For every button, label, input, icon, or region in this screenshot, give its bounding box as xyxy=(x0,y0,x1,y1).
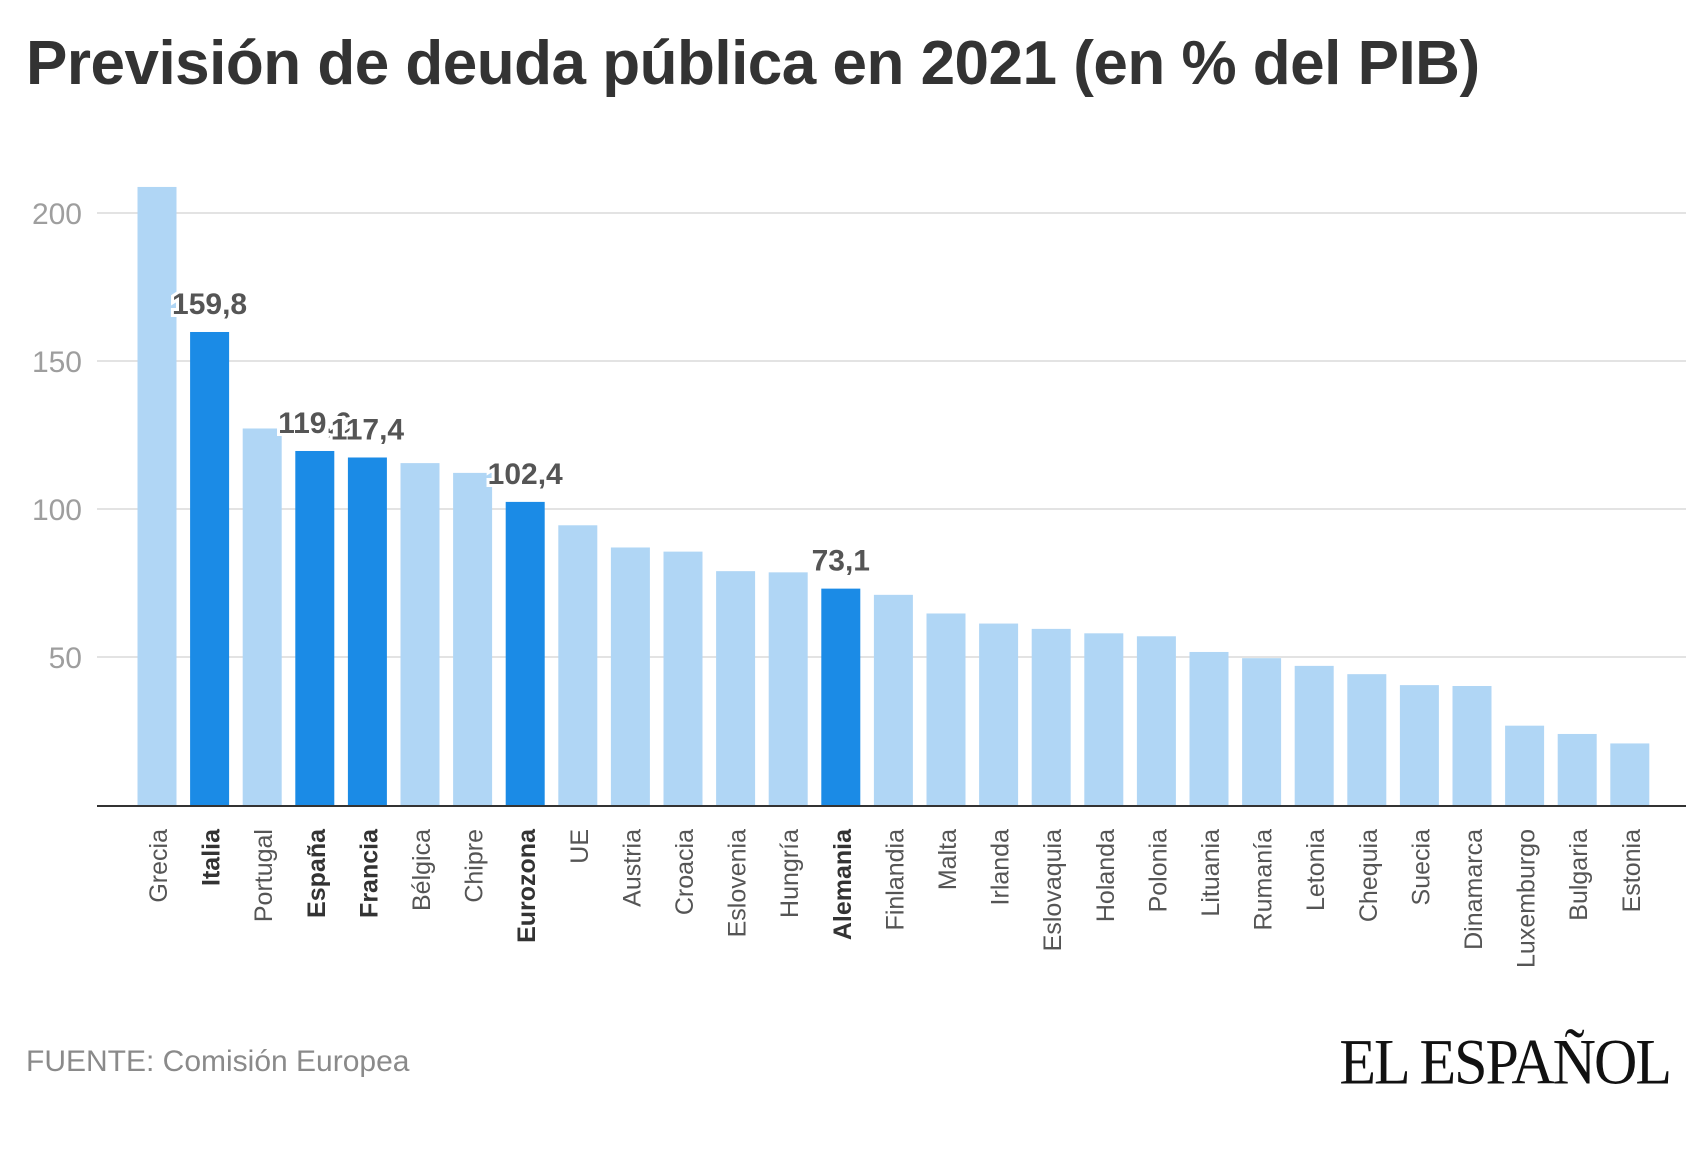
data-label: 117,4 xyxy=(331,413,405,446)
y-tick-label: 150 xyxy=(32,346,82,379)
x-tick-label: Luxemburgo xyxy=(1513,829,1541,968)
bar xyxy=(190,331,230,805)
bar xyxy=(821,588,861,805)
bar xyxy=(1189,651,1229,805)
bar xyxy=(137,186,177,805)
data-label: 119,6 xyxy=(278,407,351,440)
bar xyxy=(505,501,545,805)
x-tick-label: Rumanía xyxy=(1250,829,1278,931)
bar xyxy=(453,472,493,805)
x-tick-label: Lituania xyxy=(1197,829,1225,917)
x-tick-label: Portugal xyxy=(250,829,278,922)
bar xyxy=(1399,685,1439,805)
brand-logo: EL ESPAÑOL xyxy=(1339,1026,1672,1098)
bar xyxy=(1452,686,1492,805)
bar xyxy=(1505,725,1545,805)
x-tick-label: Finlandia xyxy=(881,829,909,931)
x-tick-label: Irlanda xyxy=(987,829,1015,906)
bar xyxy=(926,613,966,805)
x-tick-label: España xyxy=(303,828,331,918)
bar xyxy=(400,463,440,805)
data-label: 73,1 xyxy=(812,545,870,578)
x-tick-label: Malta xyxy=(934,829,962,890)
source-note: FUENTE: Comisión Europea xyxy=(26,1045,410,1078)
bar xyxy=(242,428,282,805)
x-tick-label: Grecia xyxy=(145,829,173,903)
bar xyxy=(1084,633,1124,805)
x-tick-label: Bélgica xyxy=(408,829,436,911)
data-label: 102,4 xyxy=(488,458,563,491)
y-tick-label: 50 xyxy=(49,642,82,675)
bar xyxy=(663,551,703,805)
bar xyxy=(1347,674,1387,805)
x-tick-label: Alemania xyxy=(829,828,857,940)
bar xyxy=(1557,733,1597,805)
y-tick-label: 200 xyxy=(32,198,82,231)
bar xyxy=(347,457,387,805)
bar xyxy=(1242,658,1282,805)
x-tick-label: Eurozona xyxy=(513,828,541,943)
x-tick-label: Chipre xyxy=(461,829,489,903)
bar xyxy=(1294,665,1334,805)
x-tick-label: Suecia xyxy=(1407,829,1435,906)
y-tick-label: 100 xyxy=(32,494,82,527)
bar xyxy=(610,547,650,805)
bar xyxy=(295,450,335,805)
bar xyxy=(1031,628,1071,805)
x-tick-label: Letonia xyxy=(1302,829,1330,911)
bar xyxy=(558,525,598,805)
x-tick-label: UE xyxy=(566,829,594,864)
bar xyxy=(1610,743,1650,805)
bar xyxy=(979,623,1019,805)
data-label: 159,8 xyxy=(172,288,247,321)
bar xyxy=(716,571,756,805)
x-tick-label: Italia xyxy=(198,828,226,886)
x-tick-label: Eslovenia xyxy=(724,829,752,937)
x-tick-label: Estonia xyxy=(1618,829,1646,912)
x-tick-label: Holanda xyxy=(1092,829,1120,922)
x-tick-label: Polonia xyxy=(1144,829,1172,912)
x-tick-label: Austria xyxy=(618,829,646,907)
bar xyxy=(1136,636,1176,805)
x-tick-label: Hungría xyxy=(776,829,804,918)
bar xyxy=(873,594,913,805)
x-tick-label: Croacia xyxy=(671,829,699,915)
x-tick-label: Bulgaria xyxy=(1565,829,1593,921)
x-tick-label: Chequia xyxy=(1355,829,1383,922)
x-tick-label: Francia xyxy=(355,828,383,918)
bar xyxy=(768,572,808,805)
x-tick-label: Eslovaquia xyxy=(1039,829,1067,951)
chart-title: Previsión de deuda pública en 2021 (en %… xyxy=(26,29,1480,98)
x-tick-label: Dinamarca xyxy=(1460,829,1488,950)
